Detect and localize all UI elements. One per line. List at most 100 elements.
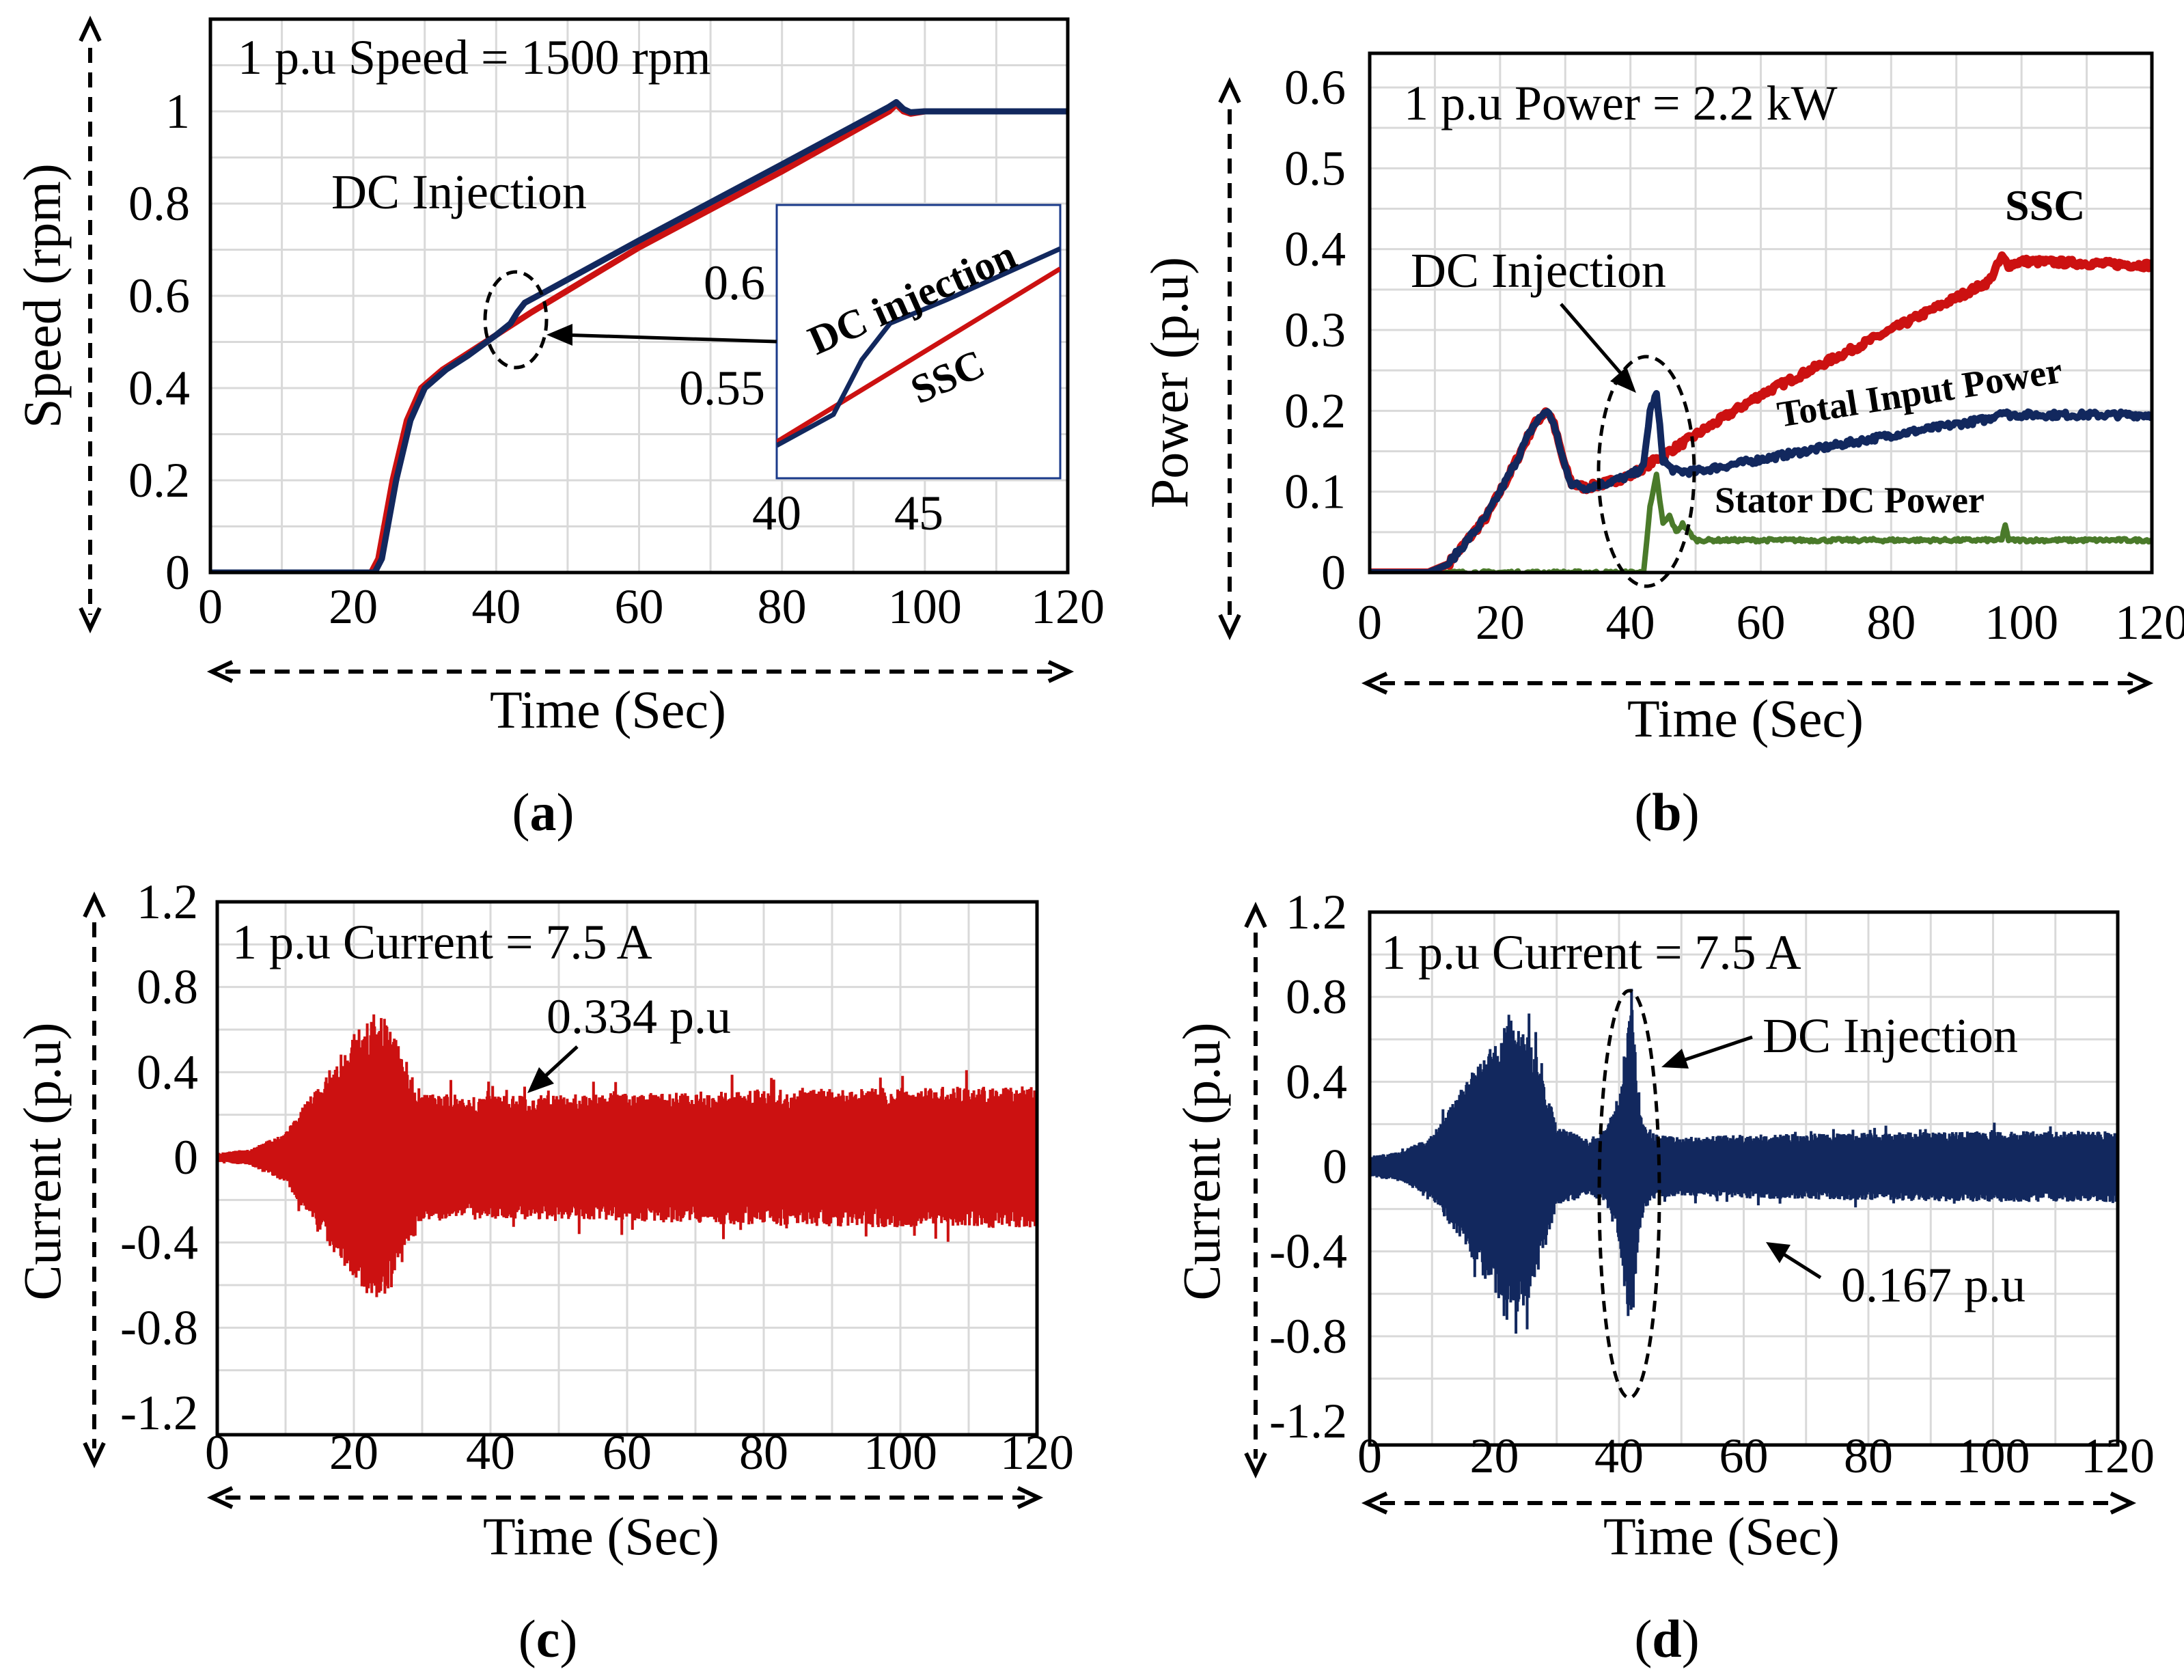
panel-d-xtick-label: 20 bbox=[1470, 1429, 1519, 1483]
panel-c-current-waveform bbox=[217, 1014, 1037, 1297]
panel-d-annotation-dc-injection: DC Injection bbox=[1763, 1008, 2018, 1063]
panel-c-plot-frame bbox=[215, 900, 1039, 1437]
panel-b-caption: (b) bbox=[1634, 782, 1699, 842]
panel-b-xtick-label: 100 bbox=[1985, 595, 2058, 650]
panel-b-annotation-arrow bbox=[1560, 303, 1627, 381]
panel-a-title: 1 p.u Speed = 1500 rpm bbox=[238, 30, 711, 85]
panel-b-x-axis-arrow bbox=[1361, 672, 2154, 695]
panel-d-xtick-label: 40 bbox=[1594, 1429, 1644, 1483]
inset-dc-injection-line bbox=[777, 246, 1060, 448]
panel-c-x-axis-arrow bbox=[206, 1486, 1044, 1509]
panel-a-xlabel: Time (Sec) bbox=[490, 680, 726, 739]
panel-d-xlabel: Time (Sec) bbox=[1603, 1506, 1840, 1566]
panel-d-xtick-label: 100 bbox=[1957, 1429, 2030, 1483]
panel-d-xtick-label: 0 bbox=[1357, 1429, 1382, 1483]
panel-b-xtick-label: 0 bbox=[1357, 595, 1382, 650]
panel-d-dc-injection-arrowhead bbox=[1661, 1049, 1689, 1069]
panel-a-inset: 0.6 0.55 40 45 DC injection SSC bbox=[679, 204, 1062, 540]
panel-d-x-axis-arrow bbox=[1361, 1491, 2137, 1515]
panel-c-xtick-label: 0 bbox=[205, 1425, 230, 1480]
panel-b-xtick-label: 80 bbox=[1866, 595, 1916, 650]
panel-a: 0.6 0.55 40 45 DC injection SSC 1 p.u Sp… bbox=[12, 15, 1105, 842]
panel-a-xtick-label: 80 bbox=[758, 579, 807, 634]
panel-d: 1 p.u Current = 7.5 A DC Injection 0.167… bbox=[1172, 885, 2155, 1668]
panel-c-ytick-label: 0.4 bbox=[137, 1045, 198, 1099]
panel-a-ylabel: Speed (rpm) bbox=[12, 163, 72, 428]
panel-a-ytick-label: 0.6 bbox=[128, 268, 190, 323]
panel-b-ytick-label: 0.5 bbox=[1284, 141, 1346, 195]
panel-b-ytick-label: 0 bbox=[1321, 545, 1346, 600]
panel-d-title: 1 p.u Current = 7.5 A bbox=[1381, 925, 1801, 980]
panel-a-xtick-label: 40 bbox=[471, 579, 521, 634]
panel-b-total-input-power-line bbox=[1370, 389, 2152, 573]
panel-c: 1 p.u Current = 7.5 A 0.334 p.u -1.2 -0.8… bbox=[12, 875, 1074, 1668]
panel-a-dc-injection-ellipse bbox=[483, 270, 549, 370]
panel-b-annotation-dc-injection: DC Injection bbox=[1411, 243, 1666, 298]
panel-c-ytick-label: -1.2 bbox=[120, 1386, 198, 1440]
panel-a-y-axis-arrow bbox=[79, 15, 102, 634]
panel-d-xtick-labels: 0 20 40 60 80 100 120 bbox=[1357, 1429, 2155, 1483]
panel-b-xtick-labels: 0 20 40 60 80 100 120 bbox=[1357, 595, 2184, 650]
panel-d-amplitude-arrow bbox=[1778, 1250, 1822, 1280]
panel-a-ytick-label: 0.8 bbox=[128, 176, 190, 231]
panel-c-xtick-label: 60 bbox=[603, 1425, 652, 1480]
panel-d-ytick-label: -0.4 bbox=[1269, 1224, 1347, 1279]
panel-c-annotation-arrowhead bbox=[527, 1067, 554, 1093]
panel-b: 1 p.u Power = 2.2 kW DC Injection SSC To… bbox=[1139, 51, 2184, 842]
panel-b-ytick-labels: 0 0.1 0.2 0.3 0.4 0.5 0.6 bbox=[1284, 60, 1346, 600]
panel-b-xtick-label: 60 bbox=[1737, 595, 1786, 650]
inset-xtick-label: 40 bbox=[752, 486, 801, 540]
panel-c-annotation-arrow bbox=[542, 1045, 579, 1079]
panel-b-xtick-label: 40 bbox=[1606, 595, 1655, 650]
panel-d-xtick-label: 120 bbox=[2081, 1429, 2155, 1483]
panel-d-ytick-label: -1.2 bbox=[1269, 1394, 1347, 1448]
panel-b-ytick-label: 0.3 bbox=[1284, 303, 1346, 357]
panel-a-xtick-label: 120 bbox=[1031, 579, 1105, 634]
panel-b-ylabel: Power (p.u) bbox=[1139, 257, 1199, 508]
panel-c-xtick-label: 80 bbox=[739, 1425, 788, 1480]
panel-c-xtick-labels: 0 20 40 60 80 100 120 bbox=[205, 1425, 1074, 1480]
panel-b-xtick-label: 20 bbox=[1476, 595, 1525, 650]
inset-xtick-label: 45 bbox=[894, 486, 943, 540]
panel-d-ytick-label: 0.4 bbox=[1286, 1054, 1347, 1109]
panel-c-y-axis-arrow bbox=[83, 891, 106, 1469]
panel-b-plot-frame bbox=[1368, 51, 2154, 575]
panel-a-ytick-label: 1 bbox=[165, 84, 190, 139]
panel-b-grid bbox=[1370, 53, 2152, 573]
panel-b-ytick-label: 0.6 bbox=[1284, 60, 1346, 115]
panel-d-ylabel: Current (p.u) bbox=[1172, 1022, 1231, 1300]
panel-b-y-axis-arrow bbox=[1218, 77, 1241, 641]
panel-b-label-ssc: SSC bbox=[2005, 181, 2085, 230]
panel-b-title: 1 p.u Power = 2.2 kW bbox=[1404, 76, 1838, 130]
panel-c-caption: (c) bbox=[519, 1609, 578, 1668]
panel-c-xlabel: Time (Sec) bbox=[483, 1506, 719, 1566]
panel-c-xtick-label: 120 bbox=[1000, 1425, 1074, 1480]
panel-d-ytick-label: 0 bbox=[1323, 1140, 1347, 1194]
panel-d-ytick-label: 1.2 bbox=[1286, 885, 1347, 939]
panel-d-caption: (d) bbox=[1634, 1609, 1699, 1668]
panel-d-plot-frame bbox=[1368, 910, 2120, 1447]
panel-c-xtick-label: 20 bbox=[329, 1425, 378, 1480]
panel-d-y-axis-arrow bbox=[1244, 901, 1267, 1479]
panel-a-ytick-label: 0.4 bbox=[128, 361, 190, 415]
panel-d-dc-injection-ellipse bbox=[1597, 989, 1661, 1400]
panel-a-xtick-label: 60 bbox=[615, 579, 664, 634]
inset-ytick-label: 0.6 bbox=[704, 256, 765, 310]
panel-a-pointer-arrowhead bbox=[547, 324, 572, 346]
inset-ytick-label: 0.55 bbox=[679, 361, 765, 415]
panel-c-ytick-label: -0.4 bbox=[120, 1215, 198, 1270]
panel-b-ytick-label: 0.4 bbox=[1284, 222, 1346, 277]
panel-a-dc-injection-line bbox=[210, 99, 1068, 573]
panel-c-ytick-label: 0.8 bbox=[137, 960, 198, 1015]
panel-d-xtick-label: 80 bbox=[1844, 1429, 1893, 1483]
panel-b-ytick-label: 0.1 bbox=[1284, 465, 1346, 519]
panel-d-xtick-label: 60 bbox=[1719, 1429, 1769, 1483]
panel-a-xtick-labels: 0 20 40 60 80 100 120 bbox=[198, 579, 1105, 634]
panel-b-xtick-label: 120 bbox=[2115, 595, 2184, 650]
panel-a-annotation-dc-injection: DC Injection bbox=[331, 165, 587, 219]
panel-a-ytick-label: 0 bbox=[165, 545, 190, 600]
panel-c-annotation-amplitude: 0.334 p.u bbox=[547, 989, 731, 1044]
panel-d-ytick-label: -0.8 bbox=[1269, 1309, 1347, 1364]
panel-a-xtick-label: 20 bbox=[329, 579, 378, 634]
panel-b-ytick-label: 0.2 bbox=[1284, 383, 1346, 438]
